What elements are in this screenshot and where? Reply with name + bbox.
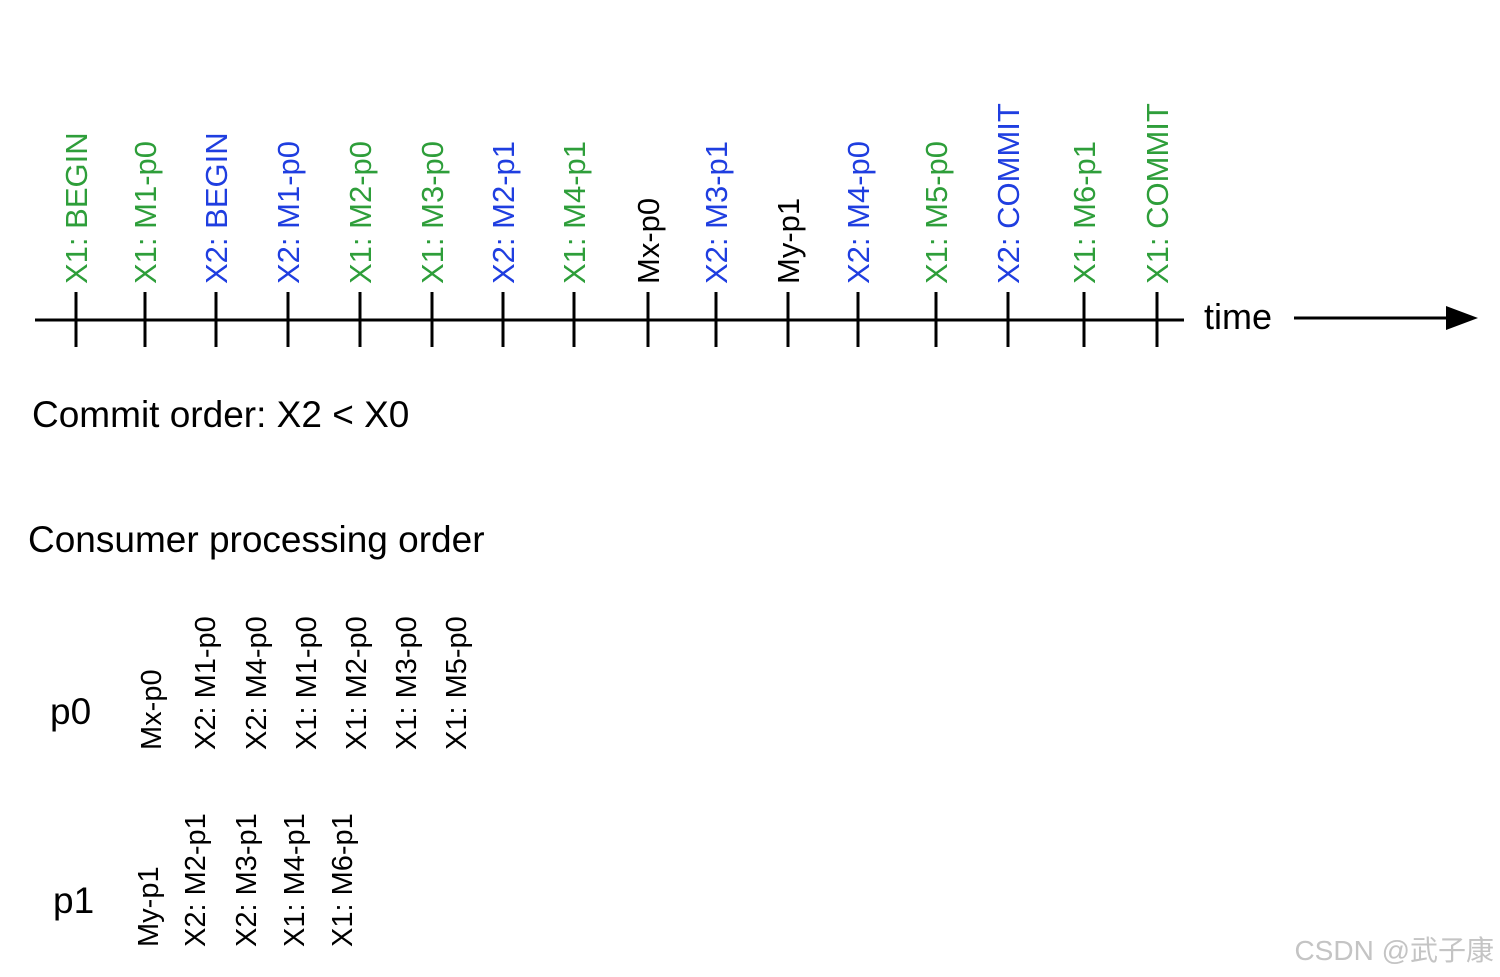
queue-item: X1: M3-p0	[391, 616, 423, 750]
partition-queue-p0: Mx-p0 X2: M1-p0 X2: M4-p0 X1: M1-p0 X1: M2-p…	[136, 616, 473, 750]
timeline-event-label: Mx-p0	[631, 198, 666, 284]
timeline-event-label: X2: M4-p0	[841, 141, 876, 284]
timeline-event-label: X1: M2-p0	[343, 141, 378, 284]
queue-item: X2: M2-p1	[180, 813, 212, 947]
timeline-event-label: X1: M3-p0	[415, 141, 450, 284]
queue-item: X1: M2-p0	[341, 616, 373, 750]
timeline-event-label: X1: M6-p1	[1067, 141, 1102, 284]
queue-item: Mx-p0	[136, 669, 168, 750]
timeline-event-label: X2: M1-p0	[271, 141, 306, 284]
timeline-event-label: X2: BEGIN	[199, 132, 234, 284]
timeline-ticks	[74, 292, 1159, 347]
time-arrow-head	[1446, 306, 1478, 330]
timeline-event-label: X1: M5-p0	[919, 141, 954, 284]
queue-item: X2: M3-p1	[231, 813, 263, 947]
timeline-events: X1: BEGIN X1: M1-p0 X2: BEGIN X2: M1-p0 X1: …	[59, 103, 1175, 284]
time-label-box	[1184, 277, 1292, 355]
timeline-event-label: X1: BEGIN	[59, 132, 94, 284]
timeline-event-label: X1: COMMIT	[1140, 103, 1175, 284]
timeline-event-label: X1: M1-p0	[128, 141, 163, 284]
queue-item: X1: M5-p0	[441, 616, 473, 750]
queue-item: X1: M4-p1	[279, 813, 311, 947]
time-axis-label: time	[1204, 296, 1272, 337]
partition-label-p0: p0	[50, 691, 91, 732]
timeline-event-label: X2: COMMIT	[991, 103, 1026, 284]
watermark: CSDN @武子康	[1294, 935, 1494, 966]
partition-queue-p1: My-p1 X2: M2-p1 X2: M3-p1 X1: M4-p1 X1: M6-p…	[133, 813, 359, 947]
timeline-event-label: My-p1	[771, 198, 806, 284]
timeline-event-label: X2: M3-p1	[699, 141, 734, 284]
queue-item: My-p1	[133, 866, 165, 947]
queue-item: X1: M6-p1	[327, 813, 359, 947]
commit-order-text: Commit order: X2 < X0	[32, 394, 409, 435]
queue-item: X1: M1-p0	[291, 616, 323, 750]
timeline-event-label: X2: M2-p1	[486, 141, 521, 284]
queue-item: X2: M1-p0	[190, 616, 222, 750]
partition-label-p1: p1	[53, 880, 94, 921]
consumer-heading: Consumer processing order	[28, 519, 485, 560]
timeline-event-label: X1: M4-p1	[557, 141, 592, 284]
queue-item: X2: M4-p0	[241, 616, 273, 750]
